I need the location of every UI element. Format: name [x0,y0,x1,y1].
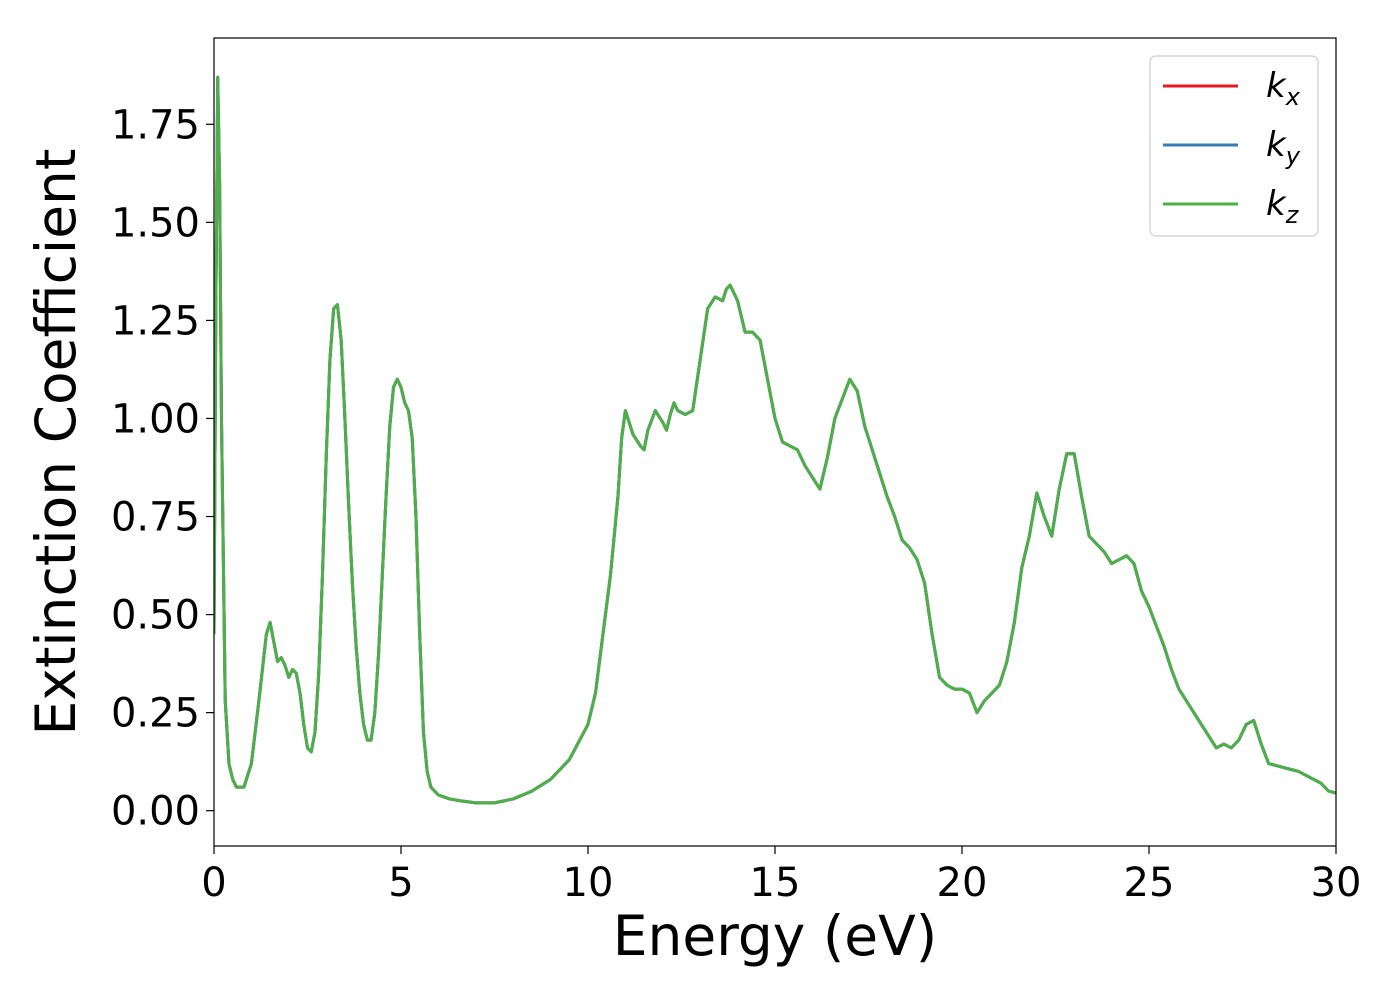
legend-label-main: k [1266,125,1287,165]
y-tick-label: 1.00 [111,396,200,442]
legend-label-subscript: x [1285,83,1301,111]
y-tick-label: 0.00 [111,789,200,835]
x-axis-label: Energy (eV) [613,904,937,968]
x-tick-label: 25 [1124,860,1175,906]
x-tick-label: 5 [388,860,413,906]
legend-label-main: k [1266,184,1287,224]
y-tick-label: 1.25 [111,298,200,344]
legend-label-kx: kx [1266,66,1301,111]
x-tick-label: 15 [750,860,801,906]
y-tick-label: 1.75 [111,102,200,148]
series-layer [214,75,1336,805]
x-tick-label: 10 [563,860,614,906]
x-tick-label: 20 [937,860,988,906]
y-axis-ticks: 0.00 0.25 0.50 0.75 1.00 1.25 1.50 1.75 [111,102,214,835]
x-tick-label: 30 [1311,860,1362,906]
x-axis-ticks: 0 5 10 15 20 25 30 [201,846,1361,906]
y-tick-label: 0.75 [111,495,200,541]
y-tick-label: 1.50 [111,200,200,246]
x-tick-label: 0 [201,860,226,906]
legend-label-subscript: z [1285,201,1300,229]
y-axis-label: Extinction Coefficient [24,149,88,736]
legend-label-kz: kz [1266,184,1300,229]
y-tick-label: 0.50 [111,593,200,639]
y-tick-label: 0.25 [111,691,200,737]
legend-label-ky: ky [1266,125,1301,170]
legend-label-subscript: y [1285,142,1301,170]
legend-label-main: k [1266,66,1287,106]
series-line-kz [214,75,1336,805]
